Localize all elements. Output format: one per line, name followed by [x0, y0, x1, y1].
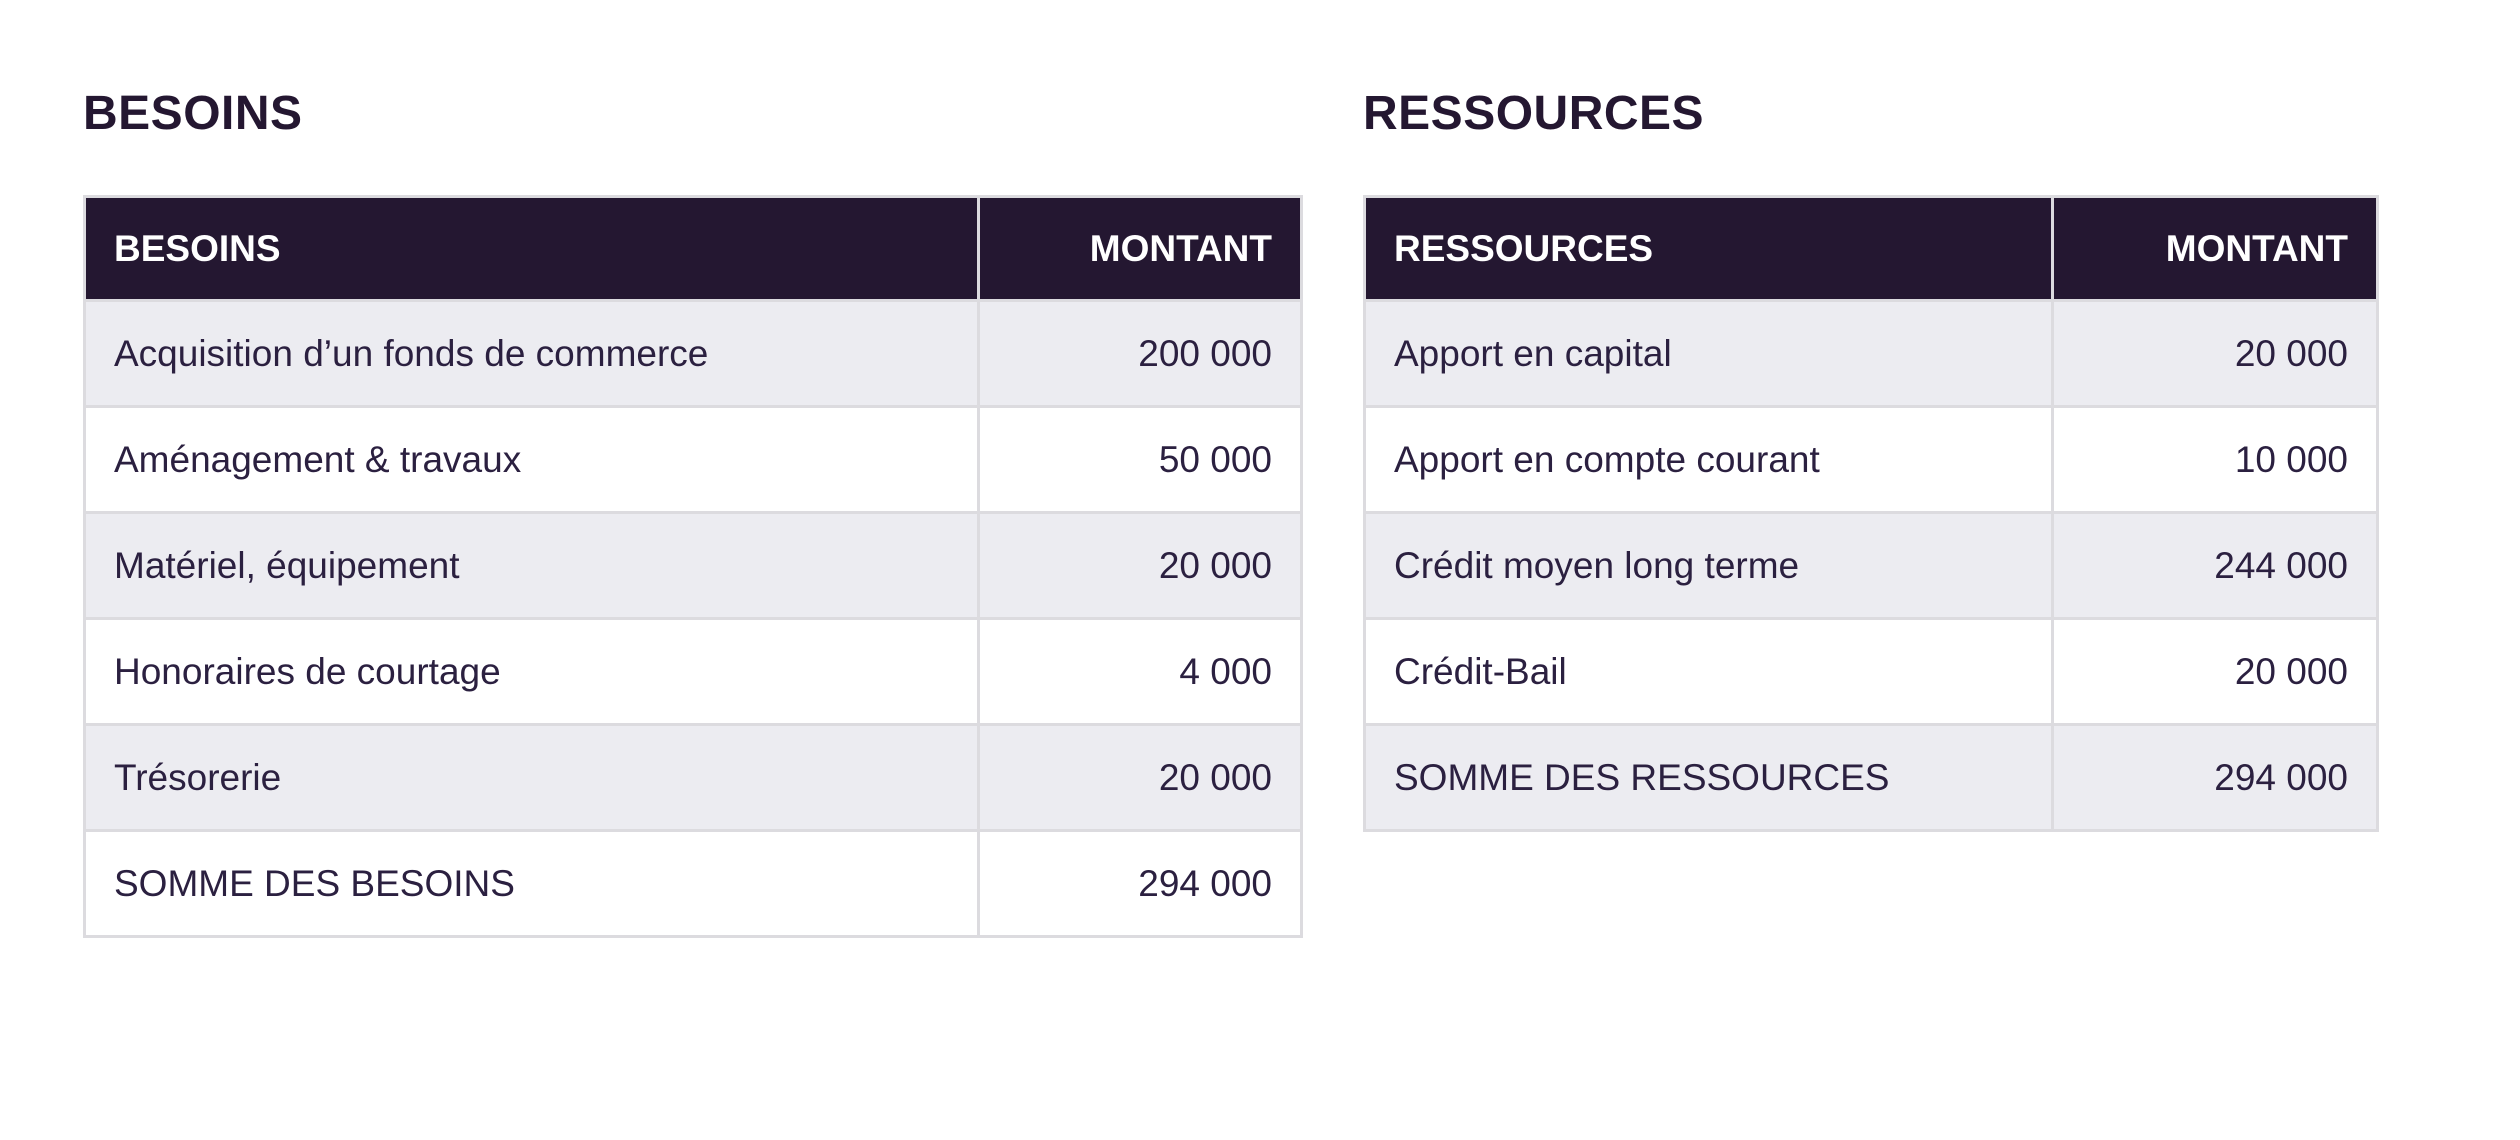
row-label-cell: Trésorerie	[83, 723, 980, 832]
row-amount-cell: 200 000	[977, 299, 1303, 408]
row-label-cell: Matériel, équipement	[83, 511, 980, 620]
row-label-cell: SOMME DES BESOINS	[83, 829, 980, 938]
ressources-section: RESSOURCES RESSOURCES MONTANT Apport en …	[1363, 85, 2379, 832]
ressources-header-row: RESSOURCES MONTANT	[1363, 195, 2379, 302]
table-row: Aménagement & travaux 50 000	[83, 405, 1303, 514]
row-label-cell: Honoraires de courtage	[83, 617, 980, 726]
table-total-row: SOMME DES RESSOURCES 294 000	[1363, 723, 2379, 832]
besoins-column-header-montant: MONTANT	[977, 195, 1303, 302]
row-amount-cell: 4 000	[977, 617, 1303, 726]
besoins-section: BESOINS BESOINS MONTANT Acquisition d’un…	[83, 85, 1303, 938]
besoins-section-title: BESOINS	[83, 87, 303, 140]
table-row: Honoraires de courtage 4 000	[83, 617, 1303, 726]
row-label-cell: Acquisition d’un fonds de commerce	[83, 299, 980, 408]
row-amount-cell: 294 000	[2051, 723, 2379, 832]
row-label-cell: Crédit-Bail	[1363, 617, 2054, 726]
ressources-column-header-montant: MONTANT	[2051, 195, 2379, 302]
row-amount-cell: 20 000	[2051, 617, 2379, 726]
row-amount-cell: 244 000	[2051, 511, 2379, 620]
ressources-table: RESSOURCES MONTANT Apport en capital 20 …	[1363, 195, 2379, 832]
row-label-cell: SOMME DES RESSOURCES	[1363, 723, 2054, 832]
row-label-cell: Apport en compte courant	[1363, 405, 2054, 514]
ressources-column-header-label: RESSOURCES	[1363, 195, 2054, 302]
ressources-section-title: RESSOURCES	[1363, 87, 1705, 140]
row-amount-cell: 20 000	[977, 723, 1303, 832]
table-row: Acquisition d’un fonds de commerce 200 0…	[83, 299, 1303, 408]
besoins-table: BESOINS MONTANT Acquisition d’un fonds d…	[83, 195, 1303, 938]
besoins-header-row: BESOINS MONTANT	[83, 195, 1303, 302]
besoins-column-header-label: BESOINS	[83, 195, 980, 302]
table-row: Trésorerie 20 000	[83, 723, 1303, 832]
table-row: Matériel, équipement 20 000	[83, 511, 1303, 620]
row-amount-cell: 294 000	[977, 829, 1303, 938]
table-row: Crédit-Bail 20 000	[1363, 617, 2379, 726]
table-row: Apport en compte courant 10 000	[1363, 405, 2379, 514]
row-label-cell: Apport en capital	[1363, 299, 2054, 408]
row-amount-cell: 20 000	[2051, 299, 2379, 408]
row-label-cell: Crédit moyen long terme	[1363, 511, 2054, 620]
row-amount-cell: 10 000	[2051, 405, 2379, 514]
table-total-row: SOMME DES BESOINS 294 000	[83, 829, 1303, 938]
row-label-cell: Aménagement & travaux	[83, 405, 980, 514]
row-amount-cell: 50 000	[977, 405, 1303, 514]
row-amount-cell: 20 000	[977, 511, 1303, 620]
table-row: Crédit moyen long terme 244 000	[1363, 511, 2379, 620]
table-row: Apport en capital 20 000	[1363, 299, 2379, 408]
